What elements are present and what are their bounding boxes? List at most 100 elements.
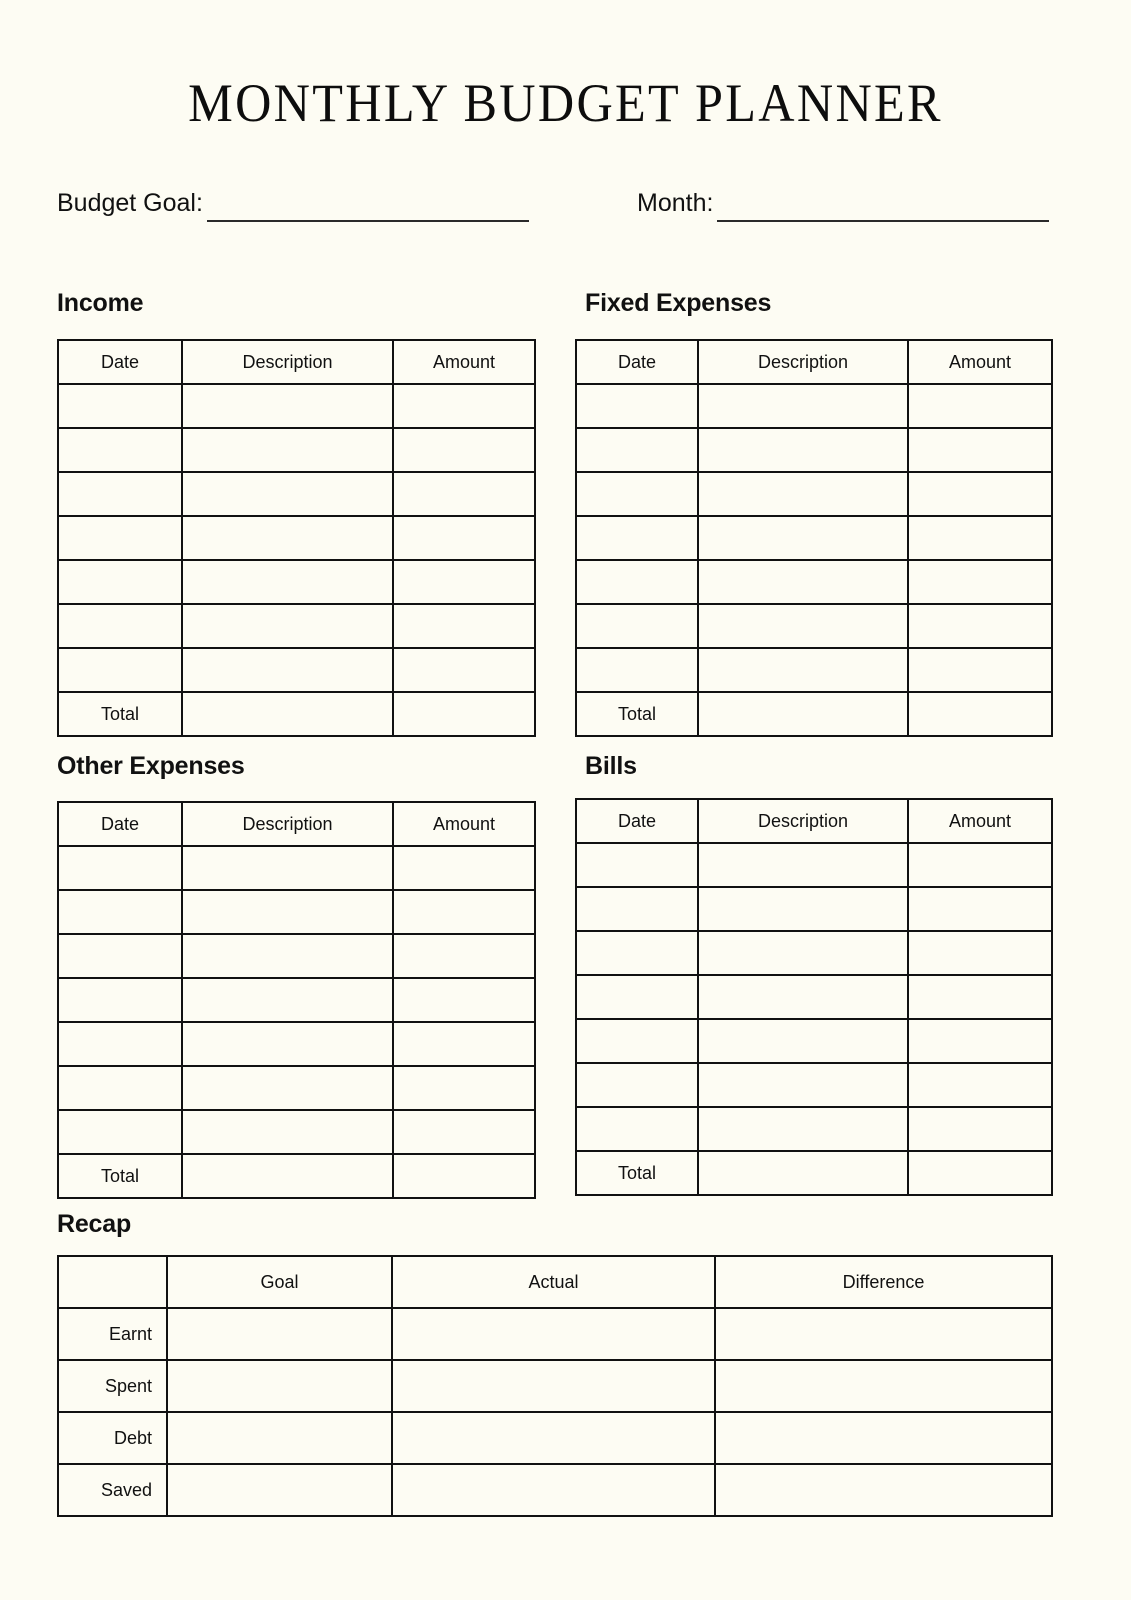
cell-description[interactable] — [181, 977, 394, 1023]
table-row[interactable] — [575, 930, 1053, 976]
cell-date[interactable] — [57, 889, 183, 935]
cell-description[interactable] — [181, 1109, 394, 1155]
cell-description[interactable] — [697, 1062, 909, 1108]
cell-description[interactable] — [697, 383, 909, 429]
cell-amount[interactable] — [907, 1062, 1053, 1108]
total-description[interactable] — [181, 691, 394, 737]
bills-table[interactable]: Date Description Amount — [575, 798, 1053, 1196]
table-row[interactable] — [575, 603, 1053, 649]
table-row[interactable] — [575, 471, 1053, 517]
cell-description[interactable] — [697, 974, 909, 1020]
cell-amount[interactable] — [907, 974, 1053, 1020]
cell-date[interactable] — [575, 1106, 699, 1152]
table-row[interactable] — [57, 471, 536, 517]
total-description[interactable] — [697, 1150, 909, 1196]
recap-table[interactable]: Goal Actual Difference Earnt Spent Debt — [57, 1255, 1053, 1517]
cell-amount[interactable] — [392, 889, 536, 935]
cell-amount[interactable] — [907, 886, 1053, 932]
table-row[interactable] — [57, 845, 536, 891]
cell-difference[interactable] — [714, 1359, 1053, 1413]
cell-amount[interactable] — [907, 515, 1053, 561]
cell-date[interactable] — [575, 886, 699, 932]
cell-amount[interactable] — [392, 977, 536, 1023]
total-amount[interactable] — [392, 1153, 536, 1199]
table-row[interactable] — [575, 383, 1053, 429]
other-expenses-table[interactable]: Date Description Amount — [57, 801, 536, 1199]
table-row[interactable] — [57, 1021, 536, 1067]
table-row[interactable] — [575, 1018, 1053, 1064]
cell-date[interactable] — [575, 427, 699, 473]
table-row[interactable] — [57, 515, 536, 561]
fixed-expenses-table[interactable]: Date Description Amount — [575, 339, 1053, 737]
table-row[interactable] — [57, 933, 536, 979]
cell-amount[interactable] — [392, 845, 536, 891]
cell-date[interactable] — [575, 974, 699, 1020]
cell-date[interactable] — [575, 383, 699, 429]
table-row[interactable] — [57, 1109, 536, 1155]
cell-description[interactable] — [181, 471, 394, 517]
cell-description[interactable] — [181, 603, 394, 649]
cell-amount[interactable] — [907, 559, 1053, 605]
cell-description[interactable] — [697, 647, 909, 693]
cell-date[interactable] — [575, 1018, 699, 1064]
table-total-row[interactable]: Total — [57, 1153, 536, 1199]
table-row[interactable] — [57, 977, 536, 1023]
cell-amount[interactable] — [392, 1109, 536, 1155]
cell-actual[interactable] — [391, 1307, 716, 1361]
cell-description[interactable] — [697, 886, 909, 932]
cell-amount[interactable] — [907, 1106, 1053, 1152]
cell-date[interactable] — [57, 933, 183, 979]
cell-description[interactable] — [697, 427, 909, 473]
table-total-row[interactable]: Total — [575, 691, 1053, 737]
table-row[interactable] — [57, 427, 536, 473]
cell-date[interactable] — [575, 515, 699, 561]
table-row[interactable]: Debt — [57, 1411, 1053, 1465]
budget-goal-field[interactable]: Budget Goal: — [57, 176, 529, 222]
cell-amount[interactable] — [392, 1065, 536, 1111]
cell-amount[interactable] — [907, 647, 1053, 693]
cell-difference[interactable] — [714, 1411, 1053, 1465]
total-amount[interactable] — [907, 691, 1053, 737]
table-row[interactable] — [57, 1065, 536, 1111]
month-input[interactable] — [717, 190, 1050, 222]
cell-date[interactable] — [57, 471, 183, 517]
total-description[interactable] — [697, 691, 909, 737]
cell-amount[interactable] — [907, 930, 1053, 976]
cell-amount[interactable] — [907, 427, 1053, 473]
table-total-row[interactable]: Total — [57, 691, 536, 737]
cell-amount[interactable] — [392, 515, 536, 561]
cell-description[interactable] — [181, 889, 394, 935]
cell-date[interactable] — [57, 427, 183, 473]
table-row[interactable] — [575, 886, 1053, 932]
table-row[interactable] — [57, 889, 536, 935]
cell-description[interactable] — [697, 471, 909, 517]
table-row[interactable] — [57, 559, 536, 605]
table-row[interactable] — [575, 559, 1053, 605]
table-row[interactable]: Saved — [57, 1463, 1053, 1517]
table-total-row[interactable]: Total — [575, 1150, 1053, 1196]
cell-description[interactable] — [697, 603, 909, 649]
table-row[interactable] — [575, 647, 1053, 693]
cell-amount[interactable] — [392, 647, 536, 693]
cell-date[interactable] — [575, 559, 699, 605]
cell-amount[interactable] — [392, 603, 536, 649]
cell-amount[interactable] — [392, 427, 536, 473]
cell-date[interactable] — [575, 471, 699, 517]
table-row[interactable]: Earnt — [57, 1307, 1053, 1361]
cell-goal[interactable] — [166, 1463, 393, 1517]
cell-description[interactable] — [697, 1106, 909, 1152]
cell-date[interactable] — [57, 559, 183, 605]
cell-actual[interactable] — [391, 1411, 716, 1465]
cell-difference[interactable] — [714, 1463, 1053, 1517]
cell-date[interactable] — [57, 1021, 183, 1067]
cell-amount[interactable] — [907, 1018, 1053, 1064]
table-row[interactable] — [575, 515, 1053, 561]
table-row[interactable] — [57, 603, 536, 649]
cell-amount[interactable] — [392, 383, 536, 429]
table-row[interactable] — [575, 974, 1053, 1020]
cell-actual[interactable] — [391, 1359, 716, 1413]
month-field[interactable]: Month: — [637, 176, 1050, 222]
cell-date[interactable] — [57, 515, 183, 561]
table-row[interactable]: Spent — [57, 1359, 1053, 1413]
total-amount[interactable] — [392, 691, 536, 737]
